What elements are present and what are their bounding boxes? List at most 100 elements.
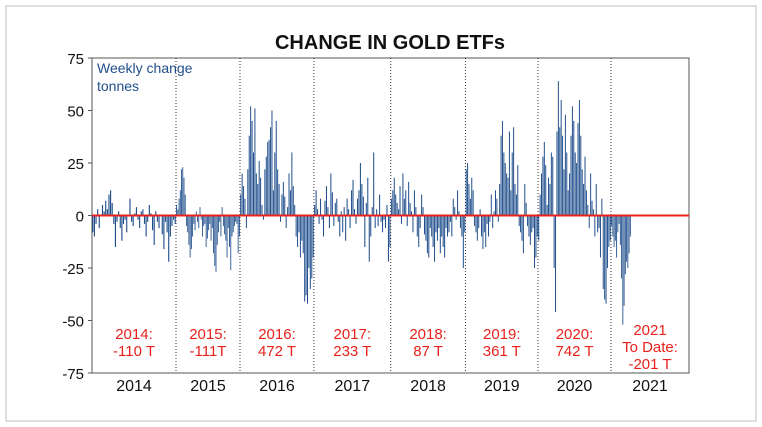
bar-2017-34: [362, 196, 364, 216]
bar-2014-1: [92, 215, 94, 233]
bar-2014-34: [145, 215, 147, 237]
bar-2019-44: [525, 202, 527, 216]
bar-2019-34: [511, 152, 513, 216]
bar-2016-18: [264, 169, 266, 216]
bar-2017-10: [327, 207, 329, 216]
bar-2015-18: [197, 215, 198, 222]
bar-2016-10: [253, 152, 254, 216]
bar-2016-17: [262, 215, 264, 220]
bar-2018-19: [416, 215, 418, 237]
bar-2014-51: [173, 215, 175, 220]
bar-2017-39: [370, 215, 372, 237]
bar-2019-32: [508, 131, 510, 216]
bar-2019-14: [483, 215, 485, 233]
bar-2017-52: [389, 215, 391, 247]
bar-2016-36: [289, 190, 291, 216]
bar-2020-28: [576, 163, 578, 216]
bar-2020-46: [601, 198, 603, 216]
bar-2016-42: [298, 215, 300, 233]
bar-2018-32: [435, 215, 437, 233]
bar-2017-8: [324, 200, 326, 216]
bar-2017-47: [382, 215, 384, 233]
bar-2015-40: [224, 215, 226, 235]
bar-2015-16: [194, 215, 196, 231]
year-annotations: 2014:-110 T 2015:-111T 2016:472 T 2017:233 …: [113, 322, 678, 373]
bar-2019-23: [496, 198, 498, 216]
bar-2016-45: [302, 215, 304, 254]
bar-2021-11: [623, 215, 625, 306]
bar-2020-31: [580, 135, 582, 216]
bar-2018-31: [434, 215, 436, 262]
bar-2014-8: [103, 211, 105, 216]
x-tick-label-2021: 2021: [632, 378, 668, 395]
bar-2016-8: [250, 106, 252, 216]
bar-2014-48: [168, 215, 170, 262]
bar-2016-28: [278, 184, 280, 216]
bar-2018-21: [419, 215, 421, 229]
annotation-2016-line-1: 2016:: [258, 326, 296, 343]
bar-2021-5: [616, 215, 618, 258]
bar-2019-16: [486, 215, 488, 224]
bar-2019-6: [472, 190, 474, 216]
bar-2017-12: [330, 173, 332, 216]
bar-2014-7: [101, 205, 104, 216]
bar-2019-28: [503, 152, 505, 216]
bar-2019-43: [524, 184, 526, 216]
bar-2017-30: [356, 198, 358, 216]
bar-2019-51: [535, 215, 537, 258]
bar-2017-33: [361, 184, 363, 216]
bar-2020-11: [552, 156, 554, 216]
bar-2014-2: [93, 215, 95, 237]
bar-2015-42: [226, 215, 228, 258]
bar-2020-43: [597, 215, 599, 233]
bar-2015-35: [218, 215, 219, 233]
bar-2014-37: [150, 213, 152, 216]
bar-2017-6: [321, 215, 323, 220]
bar-2014-4: [97, 209, 99, 216]
bar-2015-4: [179, 190, 181, 216]
bar-2021-6: [617, 215, 619, 233]
bar-2020-42: [595, 184, 597, 216]
bar-2019-50: [534, 215, 536, 268]
x-tick-label-2015: 2015: [190, 378, 226, 395]
bar-2019-20: [492, 215, 494, 229]
bar-2015-21: [200, 215, 202, 220]
bar-2016-19: [265, 156, 267, 216]
bar-2017-43: [376, 209, 378, 216]
bar-2016-44: [301, 215, 303, 241]
annotation-2016-line-2: 472 T: [258, 343, 296, 360]
bar-2015-46: [231, 215, 233, 237]
bar-2015-9: [186, 215, 187, 226]
bar-2019-2: [467, 163, 469, 216]
bar-2018-34: [438, 215, 440, 229]
bar-2014-15: [114, 215, 116, 247]
bar-2021-4: [614, 215, 616, 241]
bar-2018-40: [447, 215, 449, 237]
bar-2015-31: [213, 215, 214, 254]
bar-2018-30: [432, 215, 434, 247]
bar-2018-23: [422, 207, 424, 216]
bar-2017-31: [358, 190, 360, 216]
bar-2019-30: [506, 173, 508, 216]
bar-2020-3: [541, 173, 543, 216]
bar-2019-52: [536, 215, 538, 237]
bar-2019-27: [501, 121, 503, 216]
bar-2018-20: [418, 215, 420, 247]
bar-2020-36: [587, 205, 589, 216]
bar-2017-9: [325, 186, 327, 216]
bar-2017-3: [317, 209, 319, 216]
bar-2016-51: [311, 215, 313, 279]
bar-2015-8: [184, 194, 186, 216]
bar-2017-16: [336, 198, 338, 216]
bar-2020-23: [569, 173, 571, 216]
bar-2019-13: [482, 215, 484, 250]
bar-2015-27: [208, 215, 210, 231]
bar-2016-37: [291, 152, 293, 216]
bar-2014-39: [153, 215, 155, 245]
bar-2016-27: [277, 169, 279, 216]
bar-2016-32: [284, 196, 286, 216]
bar-2015-41: [225, 215, 227, 241]
bar-2016-11: [254, 108, 256, 216]
bar-2014-5: [98, 215, 100, 229]
bar-2017-15: [334, 202, 336, 216]
